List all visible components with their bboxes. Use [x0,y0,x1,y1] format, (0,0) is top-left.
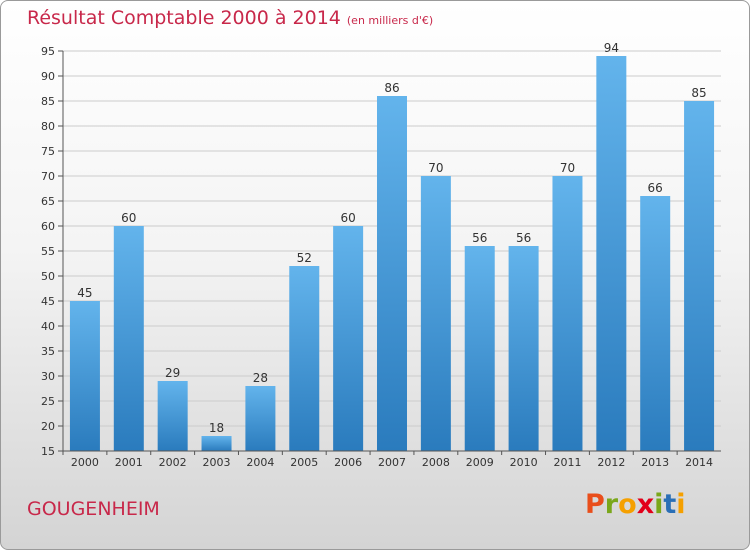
chart-subtitle: (en milliers d'€) [346,14,434,27]
bar-2011 [552,176,583,451]
logo-letter: i [654,489,664,520]
x-tick-label: 2004 [246,456,274,469]
logo-letter: i [676,489,686,520]
bar-2012 [596,56,627,451]
x-tick-label: 2013 [641,456,669,469]
bar-2007 [377,96,407,451]
bar-2005 [289,266,320,451]
y-tick-label: 95 [41,45,55,58]
x-tick-label: 2003 [203,456,231,469]
y-tick-label: 35 [41,345,55,358]
x-axis: 2000 2001 2002 2003 2004 2005 2006 2007 2008 2009… [62,450,721,469]
y-tick-label: 25 [41,395,55,408]
y-tick-label: 20 [41,420,55,433]
bar-2006 [333,226,364,451]
bar-2009 [464,246,495,451]
y-tick-label: 80 [41,120,55,133]
bar-2013 [640,196,671,451]
x-tick-label: 2001 [115,456,143,469]
chart-title-text: Résultat Comptable 2000 à 2014 [27,7,341,29]
chart-title: Résultat Comptable 2000 à 2014 (en millie… [27,7,433,29]
y-tick-label: 45 [41,295,55,308]
y-tick-label: 65 [41,195,55,208]
x-tick-label: 2007 [378,456,406,469]
logo-letter: P [585,489,605,520]
logo-letter: r [604,489,619,520]
bar-value-label: 70 [560,161,575,175]
y-tick-label: 30 [41,370,55,383]
logo-letter: o [618,489,637,520]
bar-value-label: 18 [209,421,224,435]
bar-value-label: 45 [77,286,92,300]
x-tick-label: 2000 [71,456,99,469]
bar-2003 [201,436,232,451]
bar-2001 [113,226,144,451]
y-tick-label: 55 [41,245,55,258]
y-tick-label: 70 [41,170,55,183]
y-tick-label: 90 [41,70,55,83]
logo-letter: x [636,489,655,520]
y-tick-label: 85 [41,95,55,108]
proxiti-logo: Proxiti [585,489,686,520]
y-tick-label: 75 [41,145,55,158]
bar-2002 [157,381,188,451]
bar-value-label: 85 [691,86,706,100]
x-tick-label: 2011 [553,456,581,469]
bar-value-label: 29 [165,366,180,380]
x-tick-label: 2002 [159,456,187,469]
bar-value-label: 28 [253,371,268,385]
bar-value-label: 66 [648,181,663,195]
y-tick-label: 60 [41,220,55,233]
bar-value-label: 94 [604,41,619,55]
x-tick-label: 2005 [290,456,318,469]
y-axis: 15 20 25 30 35 40 45 50 55 60 65 70 75 80 85 90 95 [41,45,64,458]
bar-2004 [245,386,276,451]
x-tick-label: 2006 [334,456,362,469]
location-label: GOUGENHEIM [27,498,160,520]
y-tick-label: 40 [41,320,55,333]
bar-value-label: 70 [428,161,443,175]
bar-value-label: 60 [121,211,136,225]
bar-2008 [420,176,451,451]
x-tick-label: 2008 [422,456,450,469]
bar-2010 [508,246,539,451]
bar-2000 [69,301,100,451]
y-tick-label: 15 [41,445,55,458]
y-tick-label: 50 [41,270,55,283]
x-tick-label: 2014 [685,456,713,469]
bar-value-label: 56 [472,231,487,245]
x-tick-label: 2010 [510,456,538,469]
logo-letter: t [663,489,677,520]
bars: 45 60 29 18 28 52 60 86 70 56 56 70 94 66 85 [69,41,715,451]
bar-value-label: 56 [516,231,531,245]
x-tick-label: 2009 [466,456,494,469]
bar-2014 [684,101,715,451]
x-tick-label: 2012 [597,456,625,469]
bar-value-label: 86 [384,81,399,95]
bar-value-label: 60 [340,211,355,225]
bar-value-label: 52 [297,251,312,265]
